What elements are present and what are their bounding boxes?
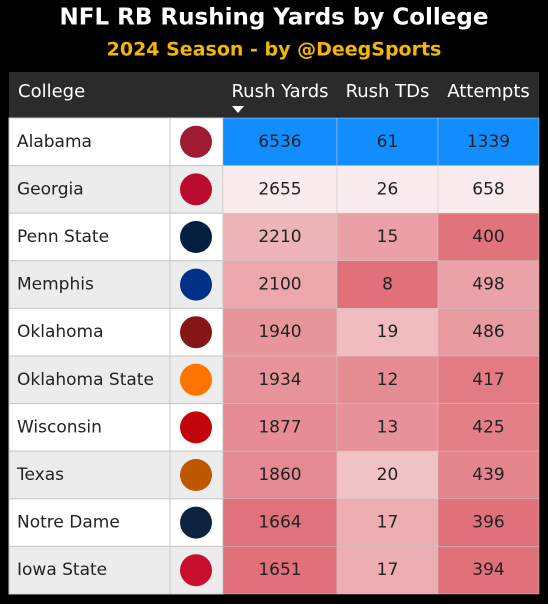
logo (180, 221, 212, 253)
logo (180, 411, 212, 444)
college-name[interactable]: Georgia (17, 179, 84, 199)
logo (180, 459, 212, 491)
value-cell (336, 498, 439, 547)
cell-value: 15 (377, 227, 399, 247)
cell-value: 19 (377, 322, 399, 342)
value-cell (336, 450, 439, 500)
college-name[interactable]: Wisconsin (17, 417, 102, 437)
cell-value: 439 (472, 465, 504, 485)
cell-value: 17 (377, 560, 399, 580)
value-cell (437, 498, 540, 547)
cell-value: 1940 (258, 322, 301, 342)
cell-value: 2655 (258, 179, 301, 199)
college-cell (8, 403, 171, 452)
column-header[interactable]: Rush Yards (231, 81, 328, 102)
college-name[interactable]: Alabama (17, 132, 92, 152)
sort-arrow (232, 106, 244, 113)
value-cell (222, 260, 338, 309)
value-cell (437, 546, 540, 595)
value-cell (437, 165, 540, 214)
cell-value: 396 (472, 513, 504, 533)
college-cell (8, 117, 171, 167)
title: NFL RB Rushing Yards by College (60, 5, 489, 31)
college-name[interactable]: Notre Dame (17, 513, 120, 533)
cell-value: 1934 (258, 370, 301, 390)
subtitle: 2024 Season - by @DeegSports (107, 39, 442, 61)
college-cell (8, 498, 171, 547)
logo (180, 268, 212, 301)
cell-value: 1651 (258, 560, 301, 580)
value-cell (437, 403, 540, 452)
value-cell (437, 308, 540, 357)
college-cell (8, 165, 171, 214)
value-cell (222, 498, 338, 547)
value-cell (336, 165, 439, 214)
college-cell (8, 450, 171, 500)
cell-value: 20 (377, 465, 399, 485)
value-cell (222, 546, 338, 595)
cell-value: 400 (472, 227, 504, 247)
value-cell (222, 117, 338, 166)
cell-value: 486 (472, 322, 504, 342)
cell-value: 498 (472, 275, 504, 295)
value-cell (437, 212, 540, 262)
college-cell (8, 355, 171, 405)
college-name[interactable]: Oklahoma (17, 322, 104, 342)
value-cell (336, 260, 439, 309)
logo (180, 173, 212, 206)
value-cell (222, 308, 338, 357)
cell-value: 17 (377, 513, 399, 533)
college-cell (8, 212, 171, 262)
logo (180, 554, 212, 587)
logo (180, 125, 212, 158)
cell-value: 1339 (467, 132, 510, 152)
column-header[interactable]: Rush TDs (346, 81, 430, 102)
value-cell (336, 117, 439, 166)
value-cell (336, 546, 439, 595)
cell-value: 417 (472, 370, 504, 390)
value-cell (222, 403, 338, 452)
logo (180, 506, 212, 539)
cell-value: 61 (377, 132, 399, 152)
value-cell (222, 355, 338, 404)
cell-value: 2100 (258, 275, 301, 295)
cell-value: 394 (472, 560, 504, 580)
cell-value: 12 (377, 370, 399, 390)
logo (180, 363, 212, 396)
cell-value: 26 (377, 179, 399, 199)
college-name[interactable]: Memphis (17, 275, 94, 295)
college-cell (8, 545, 171, 595)
college-name[interactable]: Penn State (17, 227, 109, 247)
college-name[interactable]: Iowa State (17, 560, 107, 580)
college-name[interactable]: Oklahoma State (17, 370, 154, 390)
cell-value: 425 (472, 417, 504, 437)
value-cell (437, 260, 540, 309)
cell-value: 13 (377, 417, 399, 437)
cell-value: 2210 (258, 227, 301, 247)
college-name[interactable]: Texas (16, 465, 64, 485)
cell-value: 1877 (258, 417, 301, 437)
table-header (9, 72, 539, 118)
value-cell (336, 308, 439, 357)
value-cell (222, 450, 338, 500)
value-cell (336, 403, 439, 452)
cell-value: 8 (382, 275, 393, 295)
value-cell (336, 212, 439, 262)
value-cell (336, 355, 439, 404)
column-header[interactable]: College (18, 81, 85, 102)
cell-value: 6536 (258, 132, 301, 152)
logo (180, 316, 212, 349)
value-cell (437, 450, 540, 500)
value-cell (437, 117, 540, 166)
column-header[interactable]: Attempts (447, 81, 530, 102)
cell-value: 1860 (258, 465, 301, 485)
cell-value: 1664 (258, 513, 301, 533)
cell-value: 658 (472, 179, 504, 199)
